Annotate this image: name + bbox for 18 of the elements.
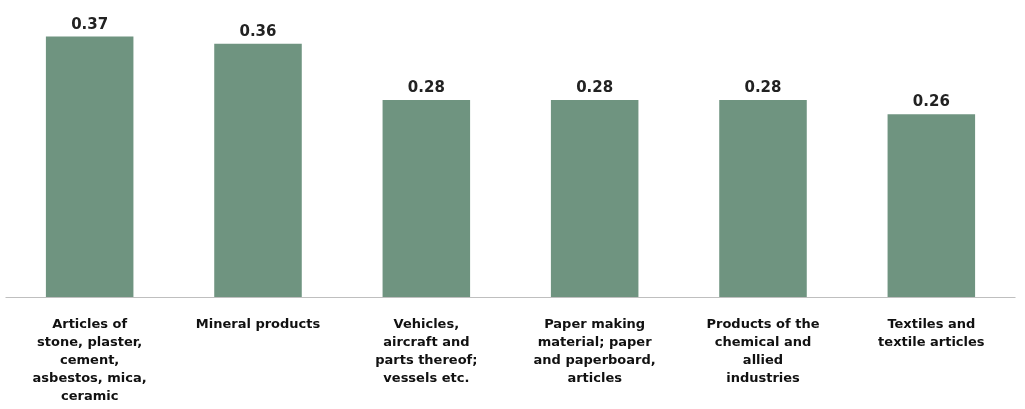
x-tick-label: Vehicles, aircraft and parts thereof; vessels etc. — [375, 315, 478, 385]
bar — [887, 114, 976, 298]
x-tick-label: Mineral products — [195, 315, 321, 331]
data-label: 0.26 — [912, 92, 950, 111]
data-label: 0.37 — [71, 14, 109, 33]
data-label: 0.36 — [239, 21, 277, 40]
bar — [382, 100, 471, 298]
data-label: 0.28 — [576, 78, 614, 97]
bar — [214, 43, 302, 298]
x-tick-label: Products of the chemical and allied industries — [706, 315, 820, 385]
data-label: 0.28 — [744, 78, 782, 97]
x-tick-label: Textiles and textile articles — [878, 315, 985, 349]
x-tick-label: Paper making material; paper and paperboard, articles — [533, 315, 656, 385]
bar — [719, 100, 807, 298]
bar — [550, 100, 639, 298]
data-label: 0.28 — [407, 78, 445, 97]
x-tick-label: Articles of stone, plaster, cement, asbestos, mica, ceramic — [32, 315, 147, 403]
bar — [45, 36, 134, 298]
